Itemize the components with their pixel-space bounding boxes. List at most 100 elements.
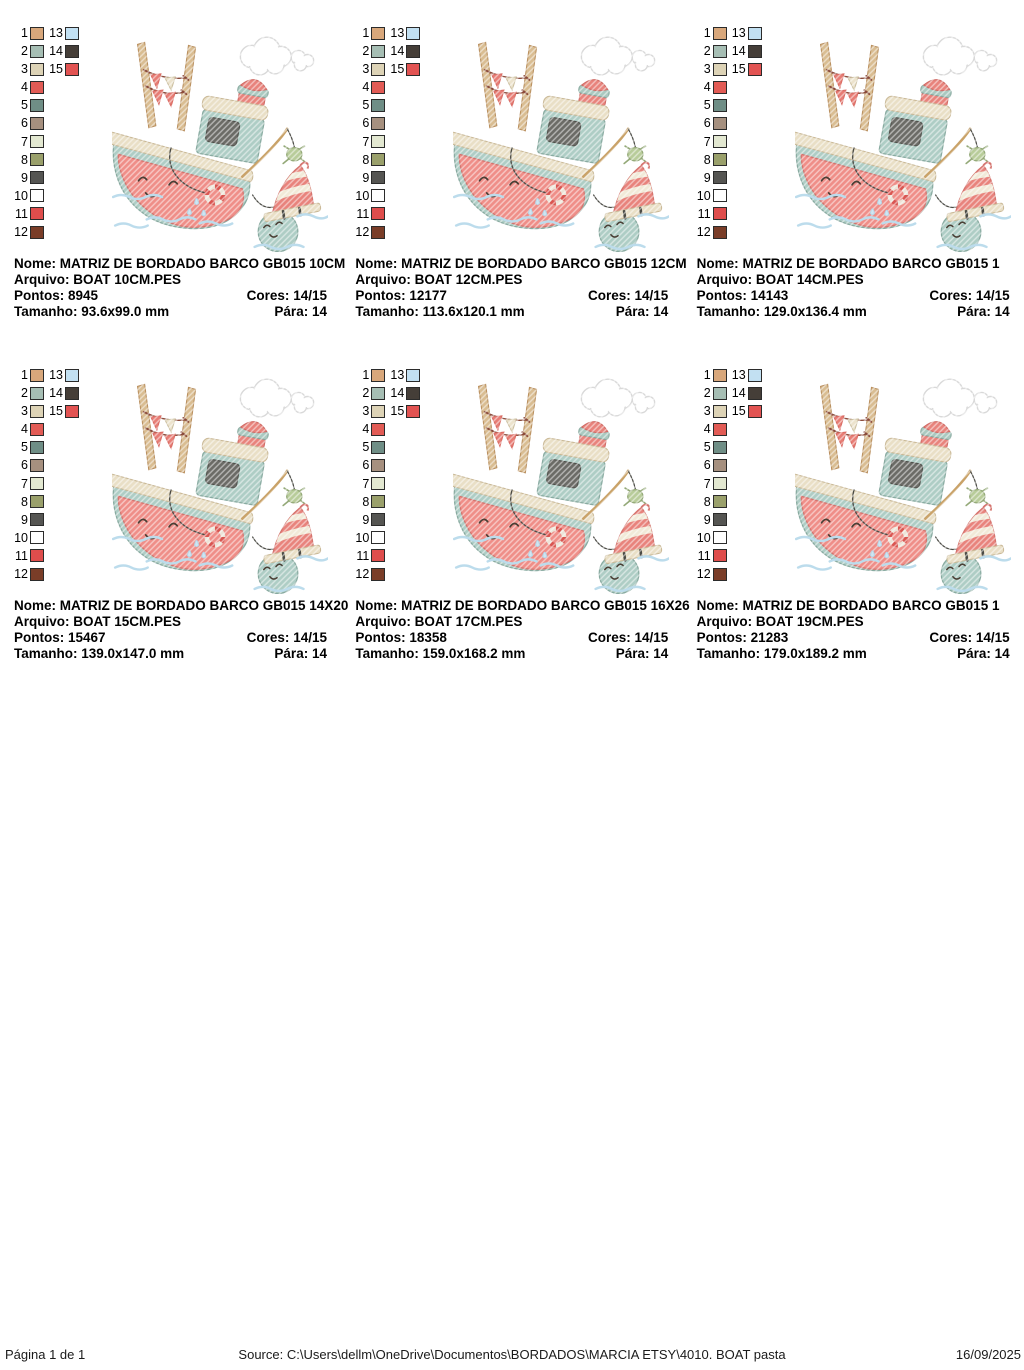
palette-row: 4: [10, 80, 79, 94]
palette-number: 14: [49, 386, 63, 401]
palette-number: 1: [362, 26, 370, 40]
design-card: 1 13 2 14 3 15 4 5 6 7 8 9 10 11 12: [341, 342, 690, 684]
palette-swatch: [712, 153, 727, 167]
palette-number: 8: [703, 152, 711, 167]
tamanho: Tamanho: 159.0x168.2 mm: [355, 646, 525, 662]
palette-swatch: [371, 62, 386, 76]
palette-number: 5: [362, 440, 370, 455]
palette-number: 11: [15, 206, 28, 221]
para-label: Pára:: [615, 646, 650, 661]
para-label: Pára:: [274, 646, 309, 661]
pontos: Pontos: 15467: [14, 630, 106, 646]
pontos-value: 18358: [409, 630, 447, 645]
palette-row: 2 14: [10, 44, 79, 58]
palette-row: 1 13: [351, 26, 421, 40]
palette-number: 1: [703, 368, 711, 382]
palette-swatch: [30, 62, 44, 76]
palette-number: 12: [696, 225, 711, 240]
pontos-label: Pontos:: [14, 630, 65, 645]
design-card: 1 13 2 14 3 15 4 5 6 7 8 9 10 11 12: [683, 0, 1024, 342]
stitches-colors-line: Pontos: 15467 Cores: 14/15: [14, 630, 327, 646]
palette-swatch: [30, 531, 44, 545]
palette-swatch: [30, 225, 44, 239]
cores-value: 14/15: [634, 288, 669, 303]
stitch-texture: [112, 368, 328, 594]
arquivo-label: Arquivo:: [696, 614, 753, 629]
palette-swatch: [30, 44, 44, 58]
palette-swatch: [712, 116, 727, 130]
palette-row: 8: [351, 153, 420, 167]
palette-number: 5: [703, 440, 711, 455]
stitch-texture: [794, 368, 1011, 594]
palette-swatch: [30, 171, 44, 185]
palette-swatch: [371, 80, 386, 94]
palette-swatch: [30, 404, 44, 418]
pontos-label: Pontos:: [696, 288, 747, 303]
page-footer: Página 1 de 1 Source: C:\Users\dellm\One…: [0, 1347, 1024, 1365]
pontos-value: 12177: [409, 288, 447, 303]
design-card: 1 13 2 14 3 15 4 5 6 7 8 9 10 11 12: [0, 0, 345, 342]
palette-number: 2: [703, 44, 711, 59]
palette-row: 5: [693, 440, 762, 454]
name-line: Nome: MATRIZ DE BORDADO BARCO GB015 14X2…: [14, 598, 348, 614]
palette-swatch: [712, 404, 727, 418]
tamanho-value: 129.0x136.4 mm: [763, 304, 867, 319]
palette-number: 12: [355, 567, 370, 582]
palette-number: 6: [362, 116, 370, 131]
buoy-face: [263, 563, 283, 580]
file-line: Arquivo: BOAT 19CM.PES: [697, 614, 1010, 630]
palette-row: 1 13: [351, 368, 421, 382]
palette-row: 6: [693, 458, 762, 472]
palette-number: 8: [21, 152, 28, 167]
file-line: Arquivo: BOAT 14CM.PES: [697, 272, 1010, 288]
palette-row: 5: [693, 98, 762, 112]
palette-swatch: [712, 531, 727, 545]
pontos-label: Pontos:: [14, 288, 65, 303]
palette-number: 12: [355, 225, 370, 240]
tamanho-label: Tamanho:: [14, 646, 78, 661]
palette-swatch: [30, 189, 44, 203]
design-info: Nome: MATRIZ DE BORDADO BARCO GB015 1 Ar…: [697, 598, 1010, 662]
palette-swatch: [747, 368, 762, 382]
arquivo-label: Arquivo:: [355, 272, 411, 287]
palette-swatch: [406, 368, 421, 382]
palette-number: 12: [696, 567, 711, 582]
boat-embroidery-preview: [112, 26, 328, 252]
file-line: Arquivo: BOAT 12CM.PES: [355, 272, 668, 288]
para-value: 14: [311, 646, 327, 661]
palette-number: 11: [697, 206, 711, 221]
palette-row: 10: [351, 189, 420, 203]
palette-swatch: [371, 225, 386, 239]
design-card: 1 13 2 14 3 15 4 5 6 7 8 9 10 11 12: [0, 342, 348, 684]
palette-row: 3 15: [10, 62, 79, 76]
palette-swatch: [371, 116, 386, 130]
palette-number: 12: [14, 225, 28, 240]
palette-swatch: [712, 386, 727, 400]
nome-label: Nome:: [14, 598, 57, 613]
palette-swatch: [712, 189, 727, 203]
palette-number: 2: [362, 386, 370, 401]
cores: Cores: 14/15: [247, 288, 327, 304]
cores: Cores: 14/15: [929, 288, 1009, 304]
cores-label: Cores:: [929, 288, 973, 303]
palette-number: 14: [731, 386, 746, 401]
palette-row: 12: [10, 225, 79, 239]
palette-swatch: [747, 386, 762, 400]
pontos-label: Pontos:: [355, 630, 406, 645]
design-info: Nome: MATRIZ DE BORDADO BARCO GB015 16X2…: [355, 598, 689, 662]
nome-value: MATRIZ DE BORDADO BARCO GB015 10CM: [59, 256, 346, 271]
para: Pára: 14: [957, 304, 1010, 320]
palette-row: 1 13: [693, 26, 762, 40]
arquivo-value: BOAT 14CM.PES: [755, 272, 864, 287]
palette-number: 13: [49, 26, 63, 40]
palette-row: 9: [693, 171, 762, 185]
palette-number: 15: [731, 62, 746, 77]
palette-row: 10: [693, 531, 762, 545]
arquivo-label: Arquivo:: [14, 272, 70, 287]
palette-number: 9: [362, 512, 370, 527]
nome-label: Nome:: [355, 256, 398, 271]
size-pause-line: Tamanho: 129.0x136.4 mm Pára: 14: [697, 304, 1010, 320]
palette-number: 4: [703, 80, 711, 95]
palette-number: 4: [703, 422, 711, 437]
